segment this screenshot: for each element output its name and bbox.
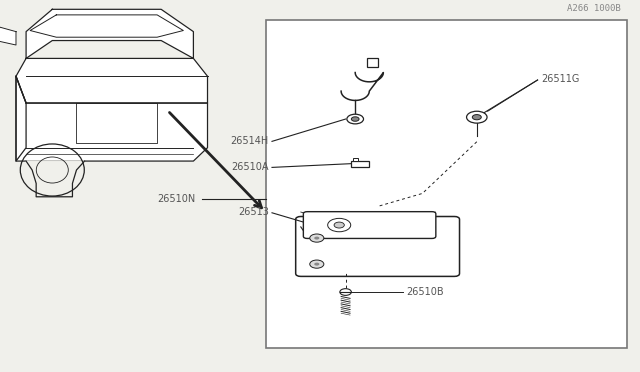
Circle shape xyxy=(334,222,344,228)
Polygon shape xyxy=(16,76,207,161)
FancyBboxPatch shape xyxy=(296,217,460,276)
Polygon shape xyxy=(16,76,26,161)
Text: 26513: 26513 xyxy=(238,207,269,217)
Circle shape xyxy=(340,289,351,295)
Circle shape xyxy=(351,117,359,121)
Polygon shape xyxy=(16,9,218,232)
Polygon shape xyxy=(26,161,84,197)
Circle shape xyxy=(314,263,319,266)
Circle shape xyxy=(347,114,364,124)
Circle shape xyxy=(472,115,481,120)
FancyBboxPatch shape xyxy=(303,212,436,238)
Polygon shape xyxy=(26,9,193,58)
Bar xyxy=(266,20,627,348)
Text: 26511G: 26511G xyxy=(541,74,579,84)
Circle shape xyxy=(314,237,319,240)
Text: A266 1000B: A266 1000B xyxy=(567,4,621,13)
Polygon shape xyxy=(30,15,183,37)
Polygon shape xyxy=(16,58,207,103)
Text: 26510B: 26510B xyxy=(406,287,444,296)
Polygon shape xyxy=(0,27,16,45)
Text: 26510N: 26510N xyxy=(157,194,195,204)
Bar xyxy=(367,58,378,67)
Bar xyxy=(353,158,358,161)
Text: 26510A: 26510A xyxy=(231,162,269,172)
Circle shape xyxy=(467,111,487,123)
Circle shape xyxy=(310,260,324,268)
Circle shape xyxy=(310,234,324,242)
Bar xyxy=(351,161,369,167)
Text: 26514H: 26514H xyxy=(230,136,269,145)
